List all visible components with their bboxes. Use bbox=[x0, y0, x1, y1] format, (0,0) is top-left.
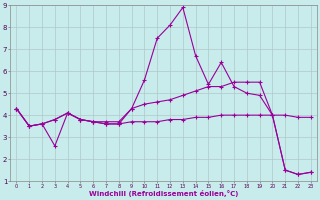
X-axis label: Windchill (Refroidissement éolien,°C): Windchill (Refroidissement éolien,°C) bbox=[89, 190, 238, 197]
